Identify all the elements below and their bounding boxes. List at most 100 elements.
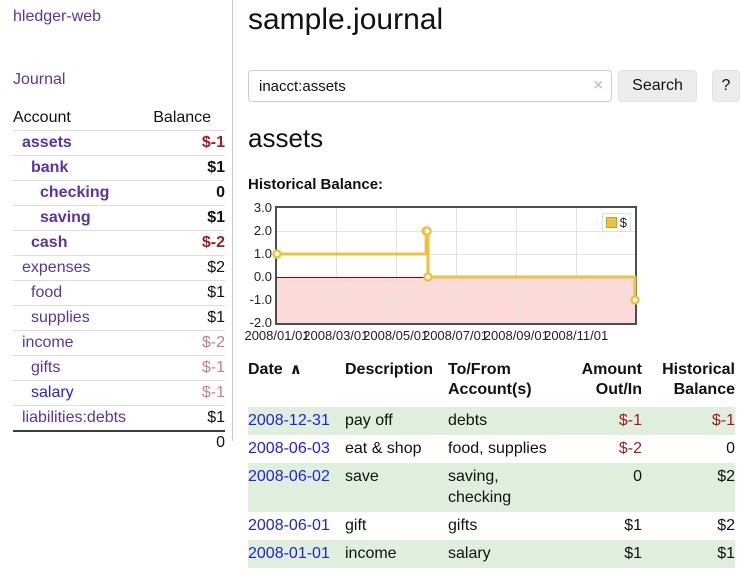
account-link[interactable]: cash (31, 234, 68, 251)
register-date-link[interactable]: 2008-12-31 (248, 412, 330, 429)
register-header-balance: Historical Balance (662, 361, 735, 398)
register-amount: $1 (624, 545, 642, 562)
account-row: assets $-1 (13, 131, 225, 156)
account-balance: $1 (153, 155, 225, 181)
y-axis-tick-label: 3.0 (253, 200, 272, 215)
account-link[interactable]: income (22, 334, 74, 351)
register-header-date-label: Date (248, 361, 283, 378)
data-point-marker (422, 226, 432, 236)
register-amount: $1 (624, 517, 642, 534)
register-accounts: food, supplies (448, 440, 547, 457)
register-description: gift (345, 517, 367, 534)
y-axis-tick-label: 1.0 (253, 246, 272, 261)
register-balance: $-1 (711, 412, 735, 429)
vertical-gridline (455, 208, 457, 323)
search-input-wrap: × (248, 70, 612, 102)
series-layer (272, 226, 640, 305)
vertical-gridline (576, 208, 578, 323)
register-header-accounts: To/From Account(s) (448, 361, 532, 398)
search-button[interactable]: Search (618, 70, 697, 102)
x-axis-tick-label: 2008/03/01 (303, 328, 369, 343)
search-input[interactable] (248, 70, 612, 102)
account-row: bank $1 (13, 155, 225, 181)
accounts-header-row: Account Balance (13, 106, 225, 131)
register-description: income (345, 545, 397, 562)
register-description: save (345, 468, 379, 485)
account-balance: $1 (153, 280, 225, 306)
register-amount: $-1 (618, 412, 642, 429)
register-header-date[interactable]: Date ∧ (248, 360, 345, 407)
legend-label: $ (619, 215, 627, 230)
account-link[interactable]: food (31, 284, 63, 301)
accounts-header-account: Account (13, 106, 154, 131)
account-balance: $2 (153, 255, 225, 281)
register-balance: $2 (717, 517, 735, 534)
register-row: 2008-06-03 eat & shop food, supplies $-2 0 (248, 435, 735, 463)
account-link[interactable]: checking (40, 184, 110, 201)
register-description: eat & shop (345, 440, 422, 457)
account-row: gifts $-1 (13, 355, 225, 381)
account-link[interactable]: bank (31, 159, 69, 176)
register-amount: $-2 (618, 440, 642, 457)
account-row: checking 0 (13, 180, 225, 206)
vertical-gridline (335, 208, 337, 323)
account-link[interactable]: supplies (31, 309, 90, 326)
data-point-marker (423, 272, 433, 282)
register-date-link[interactable]: 2008-06-03 (248, 440, 330, 457)
y-axis-tick-label: 0.0 (253, 269, 272, 284)
account-row: saving $1 (13, 205, 225, 231)
vertical-gridline (516, 208, 518, 323)
search-form: × Search ? (248, 70, 742, 102)
register-amount: 0 (633, 468, 642, 485)
accounts-total: 0 (153, 430, 225, 454)
account-balance: $-2 (153, 330, 225, 356)
data-point-marker (630, 295, 640, 305)
accounts-total-row: 0 (13, 430, 225, 454)
register-description: pay off (345, 412, 393, 429)
help-button[interactable]: ? (712, 70, 740, 102)
register-row: 2008-01-01 income salary $1 $1 (248, 540, 735, 568)
account-link[interactable]: liabilities:debts (22, 409, 127, 426)
sidebar: hledger-web Journal Account Balance asse… (0, 0, 233, 454)
register-balance: $2 (717, 468, 735, 485)
y-axis-tick-label: -2.0 (249, 315, 272, 330)
account-link[interactable]: assets (22, 134, 72, 151)
account-row: salary $-1 (13, 380, 225, 406)
account-balance: $-1 (153, 355, 225, 381)
x-axis-tick-label: 2008/07/01 (422, 328, 489, 343)
register-row: 2008-12-31 pay off debts $-1 $-1 (248, 407, 735, 435)
register-accounts: salary (448, 545, 491, 562)
account-link[interactable]: gifts (31, 359, 61, 376)
data-point-marker (272, 249, 282, 259)
account-balance: $1 (153, 205, 225, 231)
vertical-gridline (395, 208, 397, 323)
account-link[interactable]: expenses (22, 259, 91, 276)
account-balance: $-1 (153, 380, 225, 406)
account-link[interactable]: saving (40, 209, 91, 226)
app-title-link[interactable]: hledger-web (13, 8, 102, 25)
horizontal-gridline (277, 231, 635, 232)
x-axis-tick-label: 2008/01/01 (244, 328, 310, 343)
sort-ascending-icon: ∧ (289, 361, 302, 378)
account-row: liabilities:debts $1 (13, 405, 225, 431)
register-date-link[interactable]: 2008-01-01 (248, 545, 330, 562)
register-date-link[interactable]: 2008-06-02 (248, 468, 330, 485)
page-title: sample.journal (248, 3, 444, 36)
legend-color-box (605, 217, 617, 228)
account-row: cash $-2 (13, 230, 225, 256)
y-axis-tick-label: -1.0 (249, 292, 272, 307)
sidebar-item-journal[interactable]: Journal (13, 71, 66, 88)
x-axis-tick-label: 2008/09/01 (483, 328, 549, 343)
accounts-table: Account Balance assets $-1 bank $1 checking 0… (13, 106, 225, 454)
account-balance: $1 (153, 305, 225, 331)
register-accounts: saving, checking (448, 468, 512, 506)
plot-area: $ (272, 206, 640, 325)
chart-legend: $ (601, 213, 631, 232)
register-header-amount: Amount Out/In (581, 361, 642, 398)
horizontal-gridline (277, 254, 635, 255)
y-axis-tick-label: 2.0 (253, 223, 272, 238)
register-date-link[interactable]: 2008-06-01 (248, 517, 330, 534)
account-link[interactable]: salary (31, 384, 74, 401)
account-row: income $-2 (13, 330, 225, 356)
clear-search-icon[interactable]: × (593, 77, 603, 94)
